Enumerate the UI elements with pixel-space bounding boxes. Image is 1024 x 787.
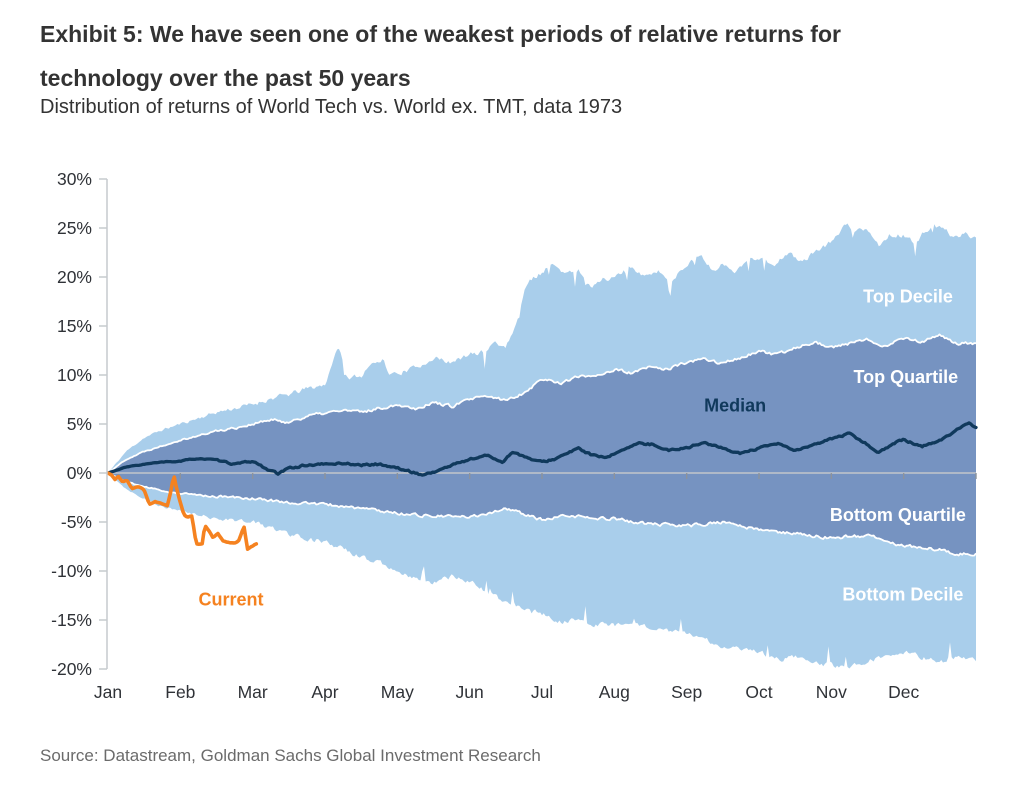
x-axis-label-sep: Sep [671, 682, 702, 702]
y-axis-label: 0% [67, 463, 92, 483]
quartile-band-area [108, 334, 976, 556]
x-axis-label-dec: Dec [888, 682, 919, 702]
chart-area: 30% 25% 20% 15% 10% 5% 0% -5% -10% -15% -20% Jan Feb… [0, 150, 1024, 720]
current-line [106, 471, 259, 551]
x-axis-label-jan: Jan [94, 682, 122, 702]
y-axis-label: 30% [57, 169, 92, 189]
y-axis-label: 5% [67, 414, 92, 434]
y-axis-label: 25% [57, 218, 92, 238]
x-axis-label-oct: Oct [745, 682, 772, 702]
chart-annotation-median: Median [704, 395, 766, 415]
y-axis-label: 10% [57, 365, 92, 385]
quartile-upper-edge [107, 333, 977, 474]
y-axis-label: -20% [51, 659, 92, 679]
y-axis-label: 15% [57, 316, 92, 336]
chart-annotation-top-decile: Top Decile [863, 287, 953, 307]
y-axis-label: 20% [57, 267, 92, 287]
y-axis-label: -5% [61, 512, 92, 532]
chart-annotation-bottom-decile: Bottom Decile [842, 585, 963, 605]
chart-annotation-bottom-quartile: Bottom Quartile [830, 505, 966, 525]
returns-distribution-chart: 30% 25% 20% 15% 10% 5% 0% -5% -10% -15% -20%Jan Feb… [51, 169, 978, 702]
y-axis-label: -10% [51, 561, 92, 581]
source-note: Source: Datastream, Goldman Sachs Global… [40, 746, 541, 765]
x-axis-label-apr: Apr [311, 682, 338, 702]
x-axis-label-nov: Nov [816, 682, 847, 702]
y-axis-label: -15% [51, 610, 92, 630]
median-line [106, 421, 978, 477]
chart-annotation-current: Current [198, 589, 263, 609]
x-axis-label-jun: Jun [456, 682, 484, 702]
x-axis-label-feb: Feb [165, 682, 195, 702]
x-axis-label-jul: Jul [531, 682, 553, 702]
quartile-lower-edge [107, 472, 977, 557]
exhibit-title: Exhibit 5: We have seen one of the weake… [40, 21, 841, 91]
x-axis-label-aug: Aug [599, 682, 630, 702]
x-axis-label-mar: Mar [238, 682, 268, 702]
exhibit-subtitle: Distribution of returns of World Tech vs… [40, 96, 623, 118]
x-axis-label-may: May [381, 682, 414, 702]
chart-annotation-top-quartile: Top Quartile [854, 367, 959, 387]
